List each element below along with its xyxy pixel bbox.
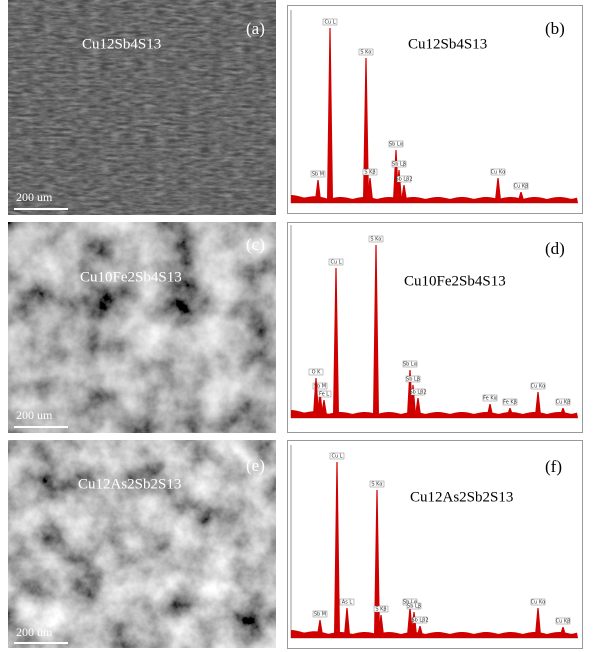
peak-label: Cu Kα (491, 170, 507, 176)
peak-label: Cu L (331, 454, 342, 460)
scale-bar (14, 208, 68, 210)
peak-label: Sb Lβ (407, 604, 421, 610)
panel-label: (e) (246, 456, 265, 475)
peak-label: Fe Kβ (503, 400, 517, 406)
peak-label: Sb Lα (403, 362, 418, 368)
peak-label: Cu Kβ (556, 400, 571, 406)
formula: Cu12As2Sb2S13 (78, 476, 181, 492)
scale-bar (14, 426, 68, 428)
figure: 200 um 200 um 200 um Cu12Sb4S13 Cu10Fe2S… (0, 0, 593, 652)
formula: Cu10Fe2Sb4S13 (404, 273, 506, 289)
peak-label: S Kβ (375, 607, 386, 613)
scale-label: 200 um (16, 625, 53, 639)
sem-texture (8, 0, 276, 215)
peak-label: O K (312, 370, 322, 376)
panel-label: (f) (545, 457, 562, 476)
scale-label: 200 um (16, 190, 53, 204)
peak-label: S Kβ (364, 170, 375, 176)
peak-label: Cu Kβ (514, 184, 529, 190)
peak-label: Sb Lβ (392, 162, 406, 168)
peak-label: Fe L (319, 392, 329, 398)
peak-label: Sb Lβ2 (409, 390, 426, 396)
figure-canvas: 200 um 200 um 200 um Cu12Sb4S13 Cu10Fe2S… (0, 0, 593, 652)
formula: Cu10Fe2Sb4S13 (80, 269, 182, 285)
peak-label: Sb M (312, 172, 324, 178)
sem-image (8, 440, 276, 648)
peak-label: Sb Lβ2 (395, 177, 412, 183)
formula: Cu12Sb4S13 (82, 36, 161, 52)
scale-bar (14, 642, 68, 644)
peak-label: S Kα (360, 50, 372, 56)
peak-label: Sb Lβ2 (411, 618, 428, 624)
peak-label: Cu Kα (531, 600, 547, 606)
peak-label: Cu L (330, 260, 341, 266)
formula: Cu12Sb4S13 (408, 36, 487, 52)
scale-label: 200 um (16, 408, 53, 422)
peak-label: Sb M (314, 612, 326, 618)
panel-label: (b) (545, 19, 565, 38)
peak-label: Cu Kα (531, 384, 547, 390)
formula: Cu12As2Sb2S13 (410, 489, 513, 505)
peak-label: S Kα (371, 482, 383, 488)
peak-label: As L (342, 600, 353, 606)
peak-label: Sb Lα (389, 142, 404, 148)
panel-label: (d) (545, 239, 565, 258)
peak-label: S Kα (370, 237, 382, 243)
peak-label: Sb Lβ (406, 377, 420, 383)
peak-label: Cu Kβ (556, 619, 571, 625)
sem-image (8, 222, 276, 433)
panel-label: (a) (246, 19, 265, 38)
peak-label: Fe Kα (483, 396, 498, 402)
panel-label: (c) (246, 235, 265, 254)
peak-label: Cu L (324, 20, 335, 26)
